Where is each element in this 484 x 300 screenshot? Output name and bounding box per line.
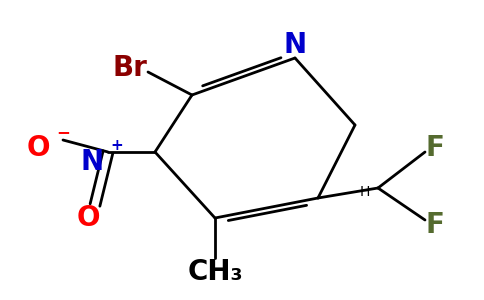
Text: N: N <box>284 31 306 59</box>
Text: Br: Br <box>113 54 148 82</box>
Text: −: − <box>56 123 70 141</box>
Text: N: N <box>80 148 104 176</box>
Text: O: O <box>76 204 100 232</box>
Text: H: H <box>360 185 370 199</box>
Text: O: O <box>26 134 50 162</box>
Text: +: + <box>111 137 123 152</box>
Text: CH₃: CH₃ <box>187 258 243 286</box>
Text: F: F <box>425 211 444 239</box>
Text: F: F <box>425 134 444 162</box>
